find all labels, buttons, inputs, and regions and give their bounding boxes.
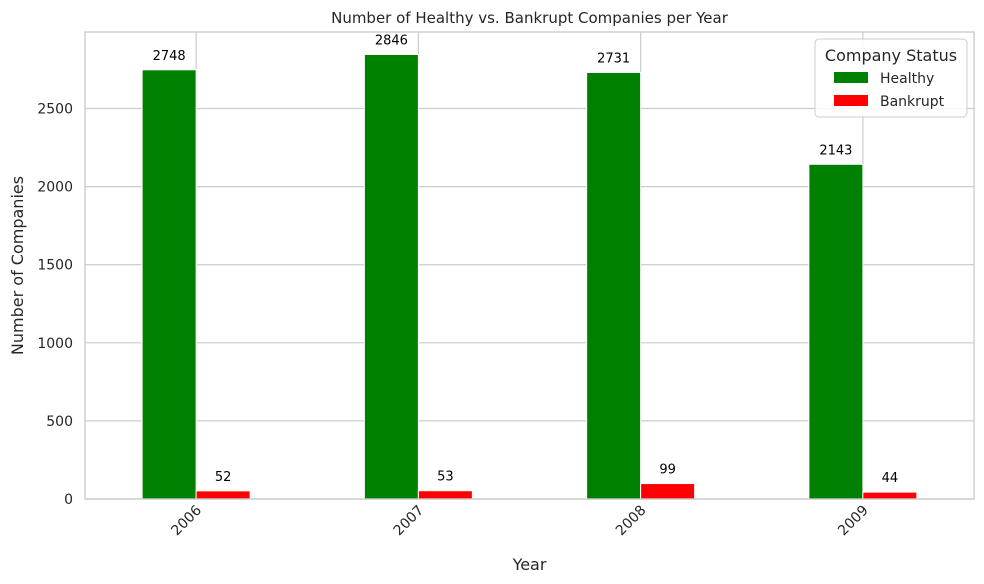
legend-label-bankrupt: Bankrupt	[880, 94, 945, 110]
chart-title: Number of Healthy vs. Bankrupt Companies…	[331, 9, 729, 27]
y-tick-label: 1500	[37, 258, 73, 274]
y-tick-label: 1000	[37, 336, 73, 352]
legend-swatch-bankrupt	[834, 95, 868, 106]
x-tick-label: 2007	[391, 503, 428, 540]
legend-title: Company Status	[825, 46, 957, 65]
y-tick-label: 500	[46, 414, 73, 430]
legend-swatch-healthy	[834, 72, 868, 83]
y-tick-label: 0	[64, 492, 73, 508]
bar-healthy	[586, 71, 642, 500]
data-label-healthy: 2143	[819, 143, 852, 158]
bar-bankrupt	[862, 491, 918, 500]
y-axis-ticks: 0 500 1000 1500 2000 2500	[37, 102, 73, 508]
bar-bankrupt	[417, 490, 473, 500]
x-axis-ticks: 2006 2007 2008 2009	[168, 502, 871, 539]
plot-frame	[84, 31, 975, 500]
data-label-bankrupt: 52	[215, 470, 232, 485]
legend-label-healthy: Healthy	[880, 71, 934, 87]
legend: Company Status Healthy Bankrupt	[814, 38, 968, 118]
x-tick-label: 2009	[835, 503, 872, 540]
data-label-healthy: 2748	[153, 49, 186, 64]
x-axis-label: Year	[512, 555, 547, 574]
data-label-bankrupt: 44	[882, 471, 899, 486]
data-label-healthy: 2846	[375, 33, 408, 48]
data-label-healthy: 2731	[597, 51, 630, 66]
y-tick-label: 2000	[37, 180, 73, 196]
x-tick-label: 2008	[613, 503, 650, 540]
x-tick-label: 2006	[168, 502, 205, 539]
data-label-bankrupt: 99	[659, 463, 676, 478]
data-labels: 2748 2846 2731 2143 52 53 99 44	[153, 33, 899, 486]
bar-healthy	[141, 69, 197, 500]
bar-bankrupt	[195, 490, 251, 500]
bar-bankrupt	[640, 483, 696, 500]
y-axis-label: Number of Companies	[8, 176, 27, 355]
bar-healthy	[363, 53, 419, 500]
bar-healthy	[808, 163, 864, 500]
data-label-bankrupt: 53	[437, 470, 454, 485]
bars	[141, 53, 918, 500]
y-tick-label: 2500	[37, 102, 73, 118]
